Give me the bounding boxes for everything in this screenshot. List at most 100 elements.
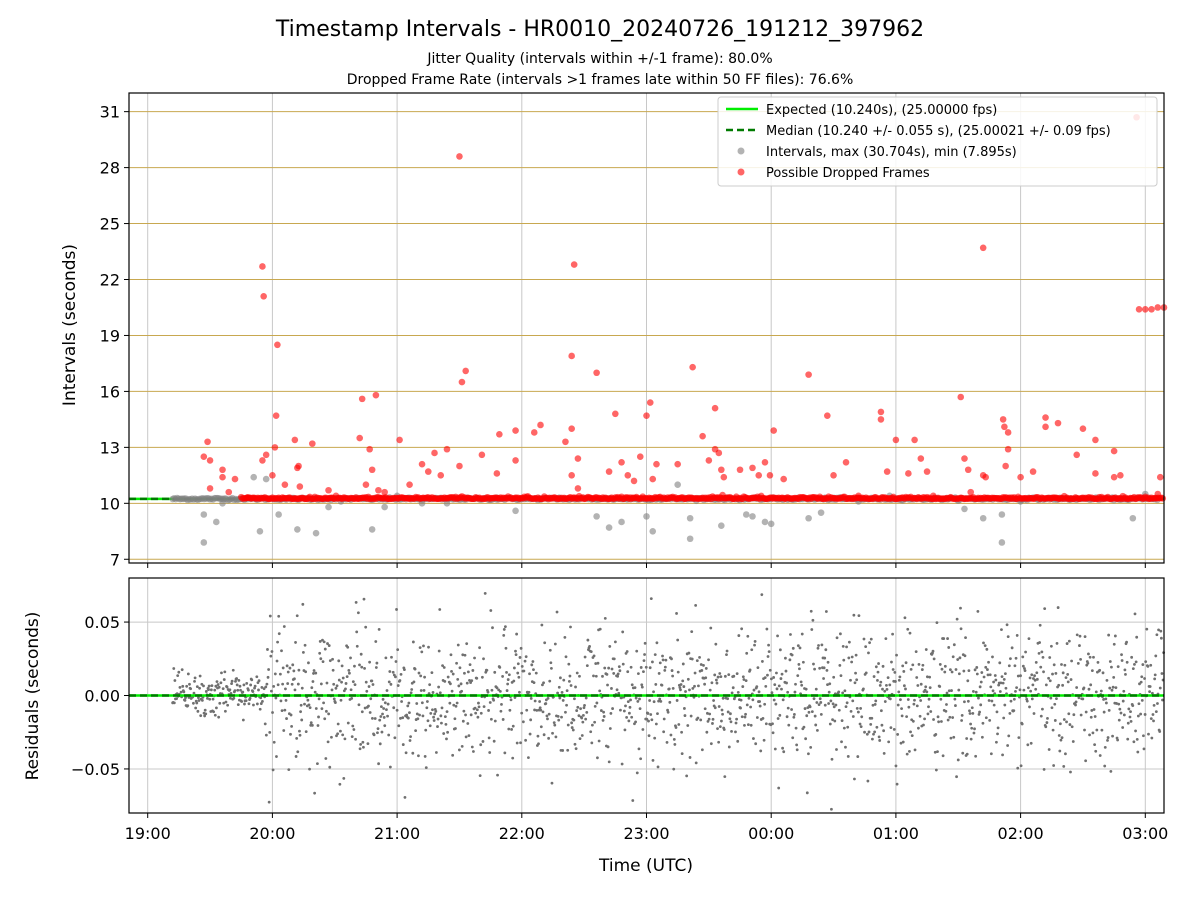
residual-point-1624: [1083, 635, 1087, 639]
residual-point-589: [501, 718, 505, 721]
residual-point-135: [246, 688, 250, 692]
residual-point-1403: [959, 606, 962, 610]
residual-point-425: [409, 691, 413, 695]
residual-point-1427: [972, 731, 976, 735]
residual-point-1484: [1004, 686, 1008, 690]
residual-point-1178: [832, 675, 836, 679]
residual-point-1264: [880, 723, 884, 727]
residual-point-264: [319, 657, 323, 661]
residual-point-805: [622, 709, 626, 713]
residual-point-1081: [777, 684, 781, 688]
residual-point-1118: [798, 646, 802, 650]
residual-point-797: [618, 669, 622, 673]
residual-point-981: [721, 696, 725, 700]
residual-point-854: [650, 718, 654, 722]
residual-point-1662: [1104, 701, 1108, 705]
residual-point-7: [175, 697, 178, 701]
residual-point-655: [538, 706, 542, 710]
residual-point-1035: [752, 737, 755, 740]
residual-point-1510: [1019, 674, 1022, 678]
dropped-point-83: [780, 475, 787, 483]
residual-point-989: [726, 697, 730, 701]
dropped-frame-points: [200, 113, 1168, 503]
residual-point-1617: [1079, 713, 1083, 717]
residual-point-892: [671, 686, 675, 690]
residual-point-460: [429, 712, 433, 715]
dropped-point-43: [478, 451, 486, 459]
residual-point-1305: [903, 616, 907, 620]
dropped-point-15: [271, 444, 279, 451]
residual-point-1695: [1123, 668, 1127, 672]
residual-point-1175: [830, 757, 834, 761]
residual-point-1711: [1132, 740, 1136, 744]
dropped-point-111: [1029, 468, 1037, 475]
residual-point-41: [194, 706, 198, 710]
residual-point-1736: [1146, 664, 1150, 668]
residual-point-714: [571, 728, 575, 732]
residual-point-1526: [1028, 705, 1031, 709]
residual-point-530: [468, 663, 472, 667]
residual-point-963: [711, 717, 715, 721]
residual-point-442: [419, 674, 423, 678]
residual-point-104: [229, 692, 233, 695]
residual-point-953: [706, 711, 709, 715]
residual-point-1639: [1092, 655, 1095, 659]
residual-point-225: [297, 668, 301, 672]
residual-point-1582: [1059, 738, 1063, 742]
residual-point-397: [394, 675, 397, 679]
residual-point-1024: [745, 703, 749, 707]
residual-point-1106: [791, 646, 795, 650]
residual-point-321: [351, 724, 355, 728]
dropped-point-109: [1002, 462, 1009, 470]
residual-point-718: [574, 685, 577, 689]
residual-point-970: [715, 681, 719, 685]
residual-point-294: [336, 732, 340, 736]
residual-point-244: [308, 767, 311, 771]
residual-point-1148: [815, 701, 819, 704]
residual-point-858: [652, 700, 656, 704]
residual-point-1257: [876, 670, 880, 674]
residual-point-1012: [739, 706, 742, 710]
residual-point-527: [466, 670, 470, 674]
residual-point-583: [498, 665, 502, 669]
residual-point-748: [590, 723, 594, 727]
residual-point-1163: [823, 703, 827, 707]
residual-point-709: [569, 625, 572, 629]
residual-point-1495: [1010, 646, 1014, 650]
residual-point-930: [693, 684, 696, 688]
residual-point-1688: [1119, 711, 1123, 715]
residual-point-1286: [892, 727, 896, 731]
residual-point-1481: [1002, 678, 1006, 681]
residual-point-272: [323, 647, 327, 651]
residual-point-1525: [1027, 637, 1031, 641]
residual-point-1381: [946, 718, 950, 722]
residual-point-1156: [819, 712, 823, 716]
residual-point-1141: [811, 618, 815, 622]
residual-point-864: [656, 712, 659, 716]
residual-point-302: [340, 664, 344, 668]
residual-point-329: [355, 644, 359, 648]
residual-point-186: [275, 659, 279, 663]
residual-point-1404: [959, 627, 963, 631]
residual-point-1605: [1072, 713, 1076, 717]
residual-point-1651: [1098, 754, 1102, 757]
residual-point-271: [323, 717, 327, 721]
residual-point-338: [360, 710, 364, 714]
residual-point-758: [596, 661, 600, 665]
residual-point-1575: [1055, 641, 1059, 645]
residual-point-1593: [1065, 642, 1069, 645]
residual-point-268: [321, 660, 325, 664]
residual-point-1696: [1124, 672, 1127, 676]
residual-point-1276: [887, 740, 891, 744]
residual-point-1698: [1125, 640, 1128, 644]
residual-point-1488: [1006, 635, 1010, 639]
residual-point-444: [420, 650, 424, 654]
residual-point-673: [548, 648, 552, 652]
residual-point-440: [418, 713, 421, 717]
dropped-point-77: [736, 466, 744, 474]
residual-point-1007: [736, 739, 740, 743]
residual-point-1250: [872, 675, 876, 678]
residual-point-1431: [974, 690, 978, 694]
residual-point-1152: [817, 703, 821, 707]
residual-point-1420: [968, 712, 972, 715]
